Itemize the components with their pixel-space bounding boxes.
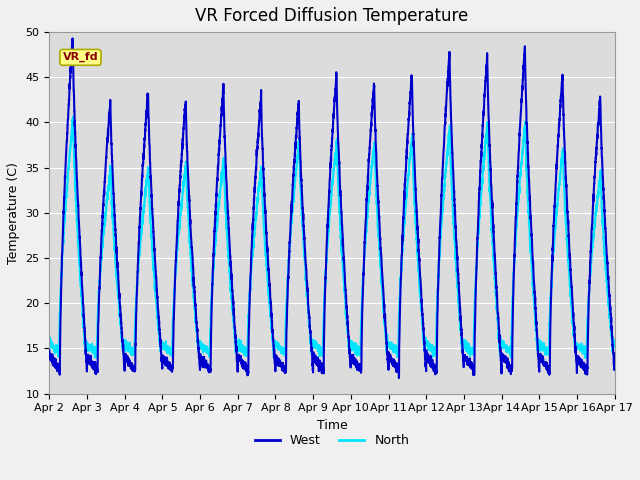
West xyxy=(45,348,53,353)
North xyxy=(69,114,77,120)
X-axis label: Time: Time xyxy=(317,419,348,432)
West xyxy=(395,375,403,381)
Text: VR_fd: VR_fd xyxy=(63,52,99,62)
West xyxy=(311,355,319,361)
North xyxy=(147,224,155,230)
North xyxy=(611,343,618,349)
North xyxy=(459,339,467,345)
North xyxy=(611,340,618,346)
West xyxy=(147,181,155,187)
North xyxy=(491,274,499,280)
North xyxy=(311,342,319,348)
Line: West: West xyxy=(49,38,614,378)
Legend: West, North: West, North xyxy=(250,430,414,453)
West xyxy=(611,351,618,357)
Title: VR Forced Diffusion Temperature: VR Forced Diffusion Temperature xyxy=(195,7,468,25)
West xyxy=(68,36,76,41)
West xyxy=(428,362,435,368)
West xyxy=(459,353,467,359)
Line: North: North xyxy=(49,117,614,358)
Y-axis label: Temperature (C): Temperature (C) xyxy=(7,162,20,264)
West xyxy=(491,255,499,261)
North xyxy=(582,355,589,361)
West xyxy=(611,361,618,367)
North xyxy=(45,341,53,347)
North xyxy=(428,343,435,349)
